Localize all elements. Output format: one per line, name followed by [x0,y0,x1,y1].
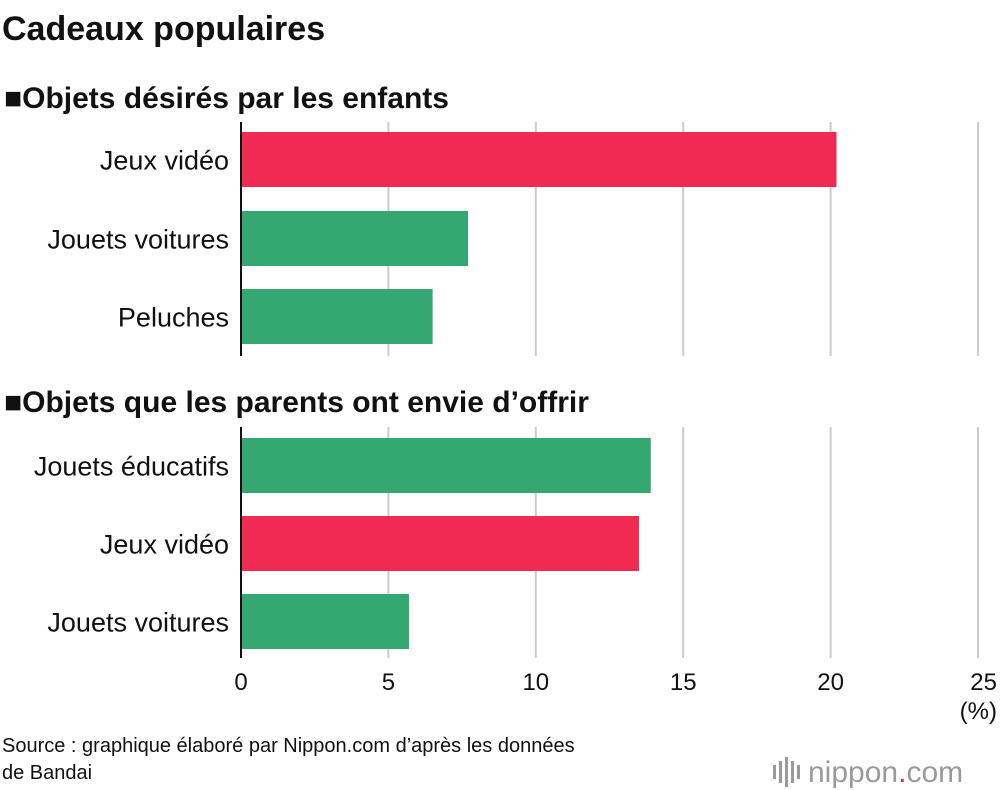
panel-2-subtitle: ■Objets que les parents ont envie d’offr… [4,386,589,419]
category-label: Jouets voitures [47,225,229,255]
category-label: Jeux vidéo [100,146,229,176]
x-tick-label: 20 [817,669,844,696]
logo-mark-icon [773,757,800,787]
category-label: Peluches [118,303,229,333]
bar [241,211,468,266]
bar [241,594,410,649]
panel-1-subtitle: ■Objets désirés par les enfants [4,82,449,115]
bar [241,132,837,187]
bar [241,516,639,571]
chart-title: Cadeaux populaires [2,10,325,48]
nippon-logo: nippon.com [773,756,963,789]
x-tick-label: 15 [670,669,697,696]
category-label: Jouets éducatifs [34,452,229,482]
x-tick-label: 25 [970,669,997,696]
logo-suffix: com [906,756,963,789]
x-tick-label: 5 [382,669,395,696]
source-note-line-2: de Bandai [2,762,92,784]
x-axis-tick-labels: 0 5 10 15 20 25 [234,669,997,696]
logo-dot: . [898,756,906,789]
panel-children-wishes: Jeux vidéo Jouets voitures Peluches [47,122,979,356]
bar [241,289,433,344]
source-note-line-1: Source : graphique élaboré par Nippon.co… [2,735,575,757]
x-tick-label: 10 [522,669,549,696]
x-axis-unit: (%) [960,698,997,725]
category-label: Jouets voitures [47,608,229,638]
logo-text: nippon.com [808,756,963,789]
panel-parents-wishes: Jouets éducatifs Jeux vidéo Jouets voiture… [34,427,979,658]
bar [241,438,651,493]
category-label: Jeux vidéo [100,530,229,560]
logo-word: nippon [808,756,898,789]
x-tick-label: 0 [234,669,247,696]
